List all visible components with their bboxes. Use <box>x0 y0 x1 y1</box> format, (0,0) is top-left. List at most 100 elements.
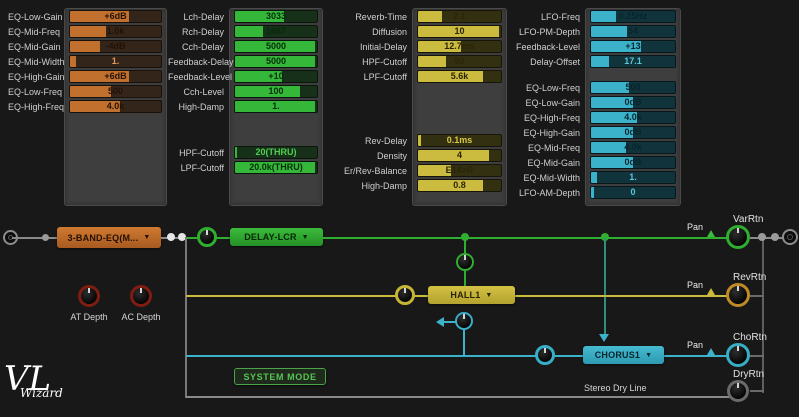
param-value-slider[interactable]: 3033 <box>234 10 318 23</box>
param-value-slider[interactable]: 20.0k(THRU) <box>234 161 318 174</box>
param-value-slider[interactable]: 1. <box>234 100 318 113</box>
param-row: Feedback-Level +10 <box>168 69 323 84</box>
param-label: LPF-Cutoff <box>180 162 224 173</box>
eq-block-button[interactable]: 3-BAND-EQ(M... ▼ <box>57 227 161 248</box>
input-node <box>42 234 49 241</box>
param-row: High-Damp 0.8 <box>340 178 507 193</box>
param-value-slider[interactable]: 5000 <box>234 40 318 53</box>
param-value-slider[interactable]: +13 <box>590 40 676 53</box>
ac-depth-knob[interactable] <box>130 285 152 307</box>
param-value-slider[interactable]: 17.1 <box>590 55 676 68</box>
param-value-slider[interactable]: 0dB <box>590 96 676 109</box>
reverb-block-button[interactable]: HALL1 ▼ <box>428 286 515 304</box>
chorus-to-reverb-arrow-icon <box>436 317 444 327</box>
param-value-slider[interactable]: 500 <box>590 81 676 94</box>
param-value-slider[interactable]: 5000 <box>234 55 318 68</box>
param-label: EQ-High-Freq <box>8 101 65 112</box>
param-label: EQ-Low-Freq <box>525 82 580 93</box>
delay-param-group: Lch-Delay 3033 Rch-Delay 1667 Cch-Delay 5000 F… <box>168 9 323 114</box>
eq-to-split-line <box>161 237 191 239</box>
param-row: EQ-Mid-Width 1. <box>8 54 167 69</box>
param-value-slider[interactable]: 4.0k <box>590 141 676 154</box>
chorus-block-button[interactable]: CHORUS1 ▼ <box>583 346 664 364</box>
delay-block-label: DELAY-LCR <box>244 232 297 242</box>
param-value-slider[interactable]: 4 <box>417 149 502 162</box>
reverb-send-knob[interactable] <box>395 285 415 305</box>
param-row: Er/Rev-Balance E14>R <box>340 163 507 178</box>
param-value-slider[interactable]: +10 <box>234 70 318 83</box>
variation-pan-marker[interactable] <box>707 230 715 237</box>
param-value-slider[interactable]: 20(THRU) <box>234 146 318 159</box>
param-row: Initial-Delay 12.7ms <box>340 39 507 54</box>
param-value-slider[interactable]: 1.0k <box>69 25 162 38</box>
param-row: EQ-Low-Gain 0dB <box>512 95 681 110</box>
dropdown-arrow-icon: ▼ <box>645 351 653 359</box>
chorus-line <box>186 355 735 357</box>
chorus-to-reverb-knob[interactable] <box>455 312 473 330</box>
reverb-block-label: HALL1 <box>450 290 481 300</box>
variation-line <box>323 237 735 239</box>
param-value-slider[interactable]: 500 <box>69 85 162 98</box>
param-row: EQ-High-Freq 4.0k <box>512 110 681 125</box>
param-label: EQ-High-Freq <box>523 112 580 123</box>
param-label: HPF-Cutoff <box>179 147 224 158</box>
param-label: Feedback-Delay <box>168 56 234 67</box>
chorus-return-stub-line <box>750 355 764 357</box>
variation-return-knob[interactable] <box>726 225 750 249</box>
output-node-1 <box>758 233 766 241</box>
param-label: EQ-Mid-Gain <box>8 41 61 52</box>
delay-block-button[interactable]: DELAY-LCR ▼ <box>230 228 323 246</box>
param-value-slider[interactable]: 12.7ms <box>417 40 502 53</box>
at-depth-knob[interactable] <box>78 285 100 307</box>
param-value-slider[interactable]: 1667 <box>234 25 318 38</box>
eq-block-label: 3-BAND-EQ(M... <box>67 232 139 243</box>
output-line <box>750 237 786 239</box>
param-value-slider[interactable]: 1. <box>69 55 162 68</box>
system-mode-button[interactable]: SYSTEM MODE <box>234 368 326 385</box>
param-row: EQ-Mid-Gain -4dB <box>8 39 167 54</box>
param-row: LPF-Cutoff 5.6k <box>340 69 507 84</box>
param-value-slider[interactable]: 0.25Hz <box>590 10 676 23</box>
param-value-slider[interactable]: 5.6k <box>417 70 502 83</box>
param-value-slider[interactable]: 2.1 <box>417 10 502 23</box>
chorus-send-knob[interactable] <box>535 345 555 365</box>
param-value-slider[interactable]: 4.0k <box>590 111 676 124</box>
reverb-pan-marker[interactable] <box>707 288 715 295</box>
param-label: EQ-Mid-Width <box>523 172 580 183</box>
dropdown-arrow-icon: ▼ <box>301 233 309 241</box>
param-value-slider[interactable]: 1. <box>590 171 676 184</box>
param-value-slider[interactable]: E14>R <box>417 164 502 177</box>
dropdown-arrow-icon: ▼ <box>485 291 493 299</box>
logo-sub-text: Wizard <box>20 386 63 400</box>
param-value-slider[interactable]: 54 <box>590 25 676 38</box>
reverb-return-knob[interactable] <box>726 283 750 307</box>
at-depth-label: AT Depth <box>70 312 108 322</box>
param-label: EQ-High-Gain <box>523 127 580 138</box>
system-mode-label: SYSTEM MODE <box>243 371 317 382</box>
param-row: EQ-Low-Freq 500 <box>8 84 167 99</box>
param-value-slider[interactable]: 0dB <box>590 156 676 169</box>
param-row: EQ-Mid-Gain 0dB <box>512 155 681 170</box>
param-value-slider[interactable]: 100 <box>234 85 318 98</box>
param-value-slider[interactable]: -4dB <box>69 40 162 53</box>
input-line <box>12 237 58 239</box>
dry-return-knob[interactable] <box>727 380 749 402</box>
variation-pan-label: Pan <box>687 222 704 232</box>
param-value-slider[interactable]: 0 <box>590 186 676 199</box>
param-value-slider[interactable]: 0.8 <box>417 179 502 192</box>
chorus-pan-marker[interactable] <box>707 348 715 355</box>
param-value-slider[interactable]: 0dB <box>590 126 676 139</box>
send-bus-vertical-line <box>185 237 187 398</box>
param-value-slider[interactable]: 90 <box>417 55 502 68</box>
delay-to-reverb-knob[interactable] <box>456 253 474 271</box>
param-value-slider[interactable]: +6dB <box>69 70 162 83</box>
param-value-slider[interactable]: +6dB <box>69 10 162 23</box>
param-value-slider[interactable]: 10 <box>417 25 502 38</box>
split-node-1 <box>167 233 175 241</box>
variation-send-knob[interactable] <box>197 227 217 247</box>
param-value-slider[interactable]: 4.0k <box>69 100 162 113</box>
reverb-pan-label: Pan <box>687 280 704 290</box>
param-value-slider[interactable]: 0.1ms <box>417 134 502 147</box>
chorus-return-knob[interactable] <box>726 343 750 367</box>
